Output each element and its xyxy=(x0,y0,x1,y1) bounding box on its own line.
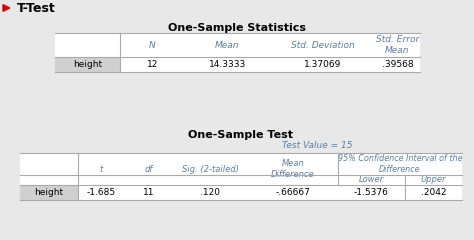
Text: 11: 11 xyxy=(143,188,155,197)
Text: 12: 12 xyxy=(147,60,158,69)
Text: Mean: Mean xyxy=(215,41,240,49)
Text: t: t xyxy=(100,164,103,174)
Text: One-Sample Statistics: One-Sample Statistics xyxy=(168,23,307,33)
Bar xyxy=(20,185,78,200)
Text: 1.37069: 1.37069 xyxy=(304,60,341,69)
Bar xyxy=(55,33,420,72)
Text: height: height xyxy=(73,60,102,69)
Text: Std. Error
Mean: Std. Error Mean xyxy=(376,35,419,55)
Text: Test Value = 15: Test Value = 15 xyxy=(282,140,353,150)
Text: df: df xyxy=(145,164,153,174)
Bar xyxy=(20,153,462,200)
Text: -1.685: -1.685 xyxy=(87,188,116,197)
Text: height: height xyxy=(35,188,64,197)
Text: Std. Deviation: Std. Deviation xyxy=(291,41,355,49)
Text: 95% Confidence Interval of the
Difference: 95% Confidence Interval of the Differenc… xyxy=(338,154,462,174)
Text: Mean
Difference: Mean Difference xyxy=(271,159,315,179)
Text: T-Test: T-Test xyxy=(17,1,56,14)
Text: -1.5376: -1.5376 xyxy=(354,188,389,197)
Text: Sig. (2-tailed): Sig. (2-tailed) xyxy=(182,164,239,174)
Text: .39568: .39568 xyxy=(382,60,413,69)
Text: 14.3333: 14.3333 xyxy=(209,60,246,69)
Text: Upper: Upper xyxy=(421,175,446,185)
Text: One-Sample Test: One-Sample Test xyxy=(189,130,293,140)
Bar xyxy=(55,57,120,72)
Text: N: N xyxy=(149,41,156,49)
Text: .2042: .2042 xyxy=(421,188,446,197)
Text: Lower: Lower xyxy=(359,175,384,185)
Text: .120: .120 xyxy=(201,188,220,197)
Text: -.66667: -.66667 xyxy=(275,188,310,197)
